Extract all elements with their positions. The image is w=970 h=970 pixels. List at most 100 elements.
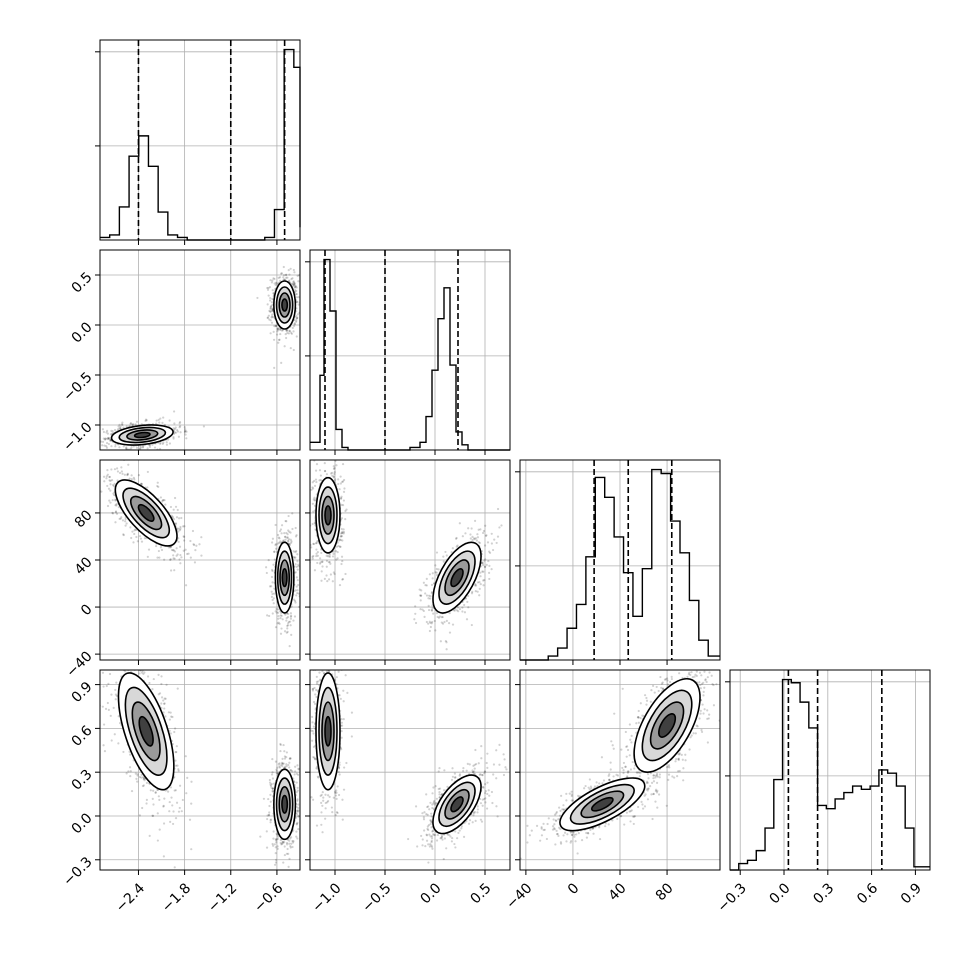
scatter-point (104, 707, 108, 710)
scatter-point (183, 429, 187, 433)
scatter-point (143, 779, 146, 782)
scatter-point (276, 847, 279, 851)
scatter-point (168, 810, 171, 813)
scatter-point (124, 517, 127, 521)
scatter-point (142, 777, 145, 781)
scatter-point (296, 837, 299, 840)
scatter-point (131, 657, 133, 659)
scatter-point (137, 474, 141, 477)
scatter-point (145, 419, 148, 422)
scatter-point (183, 431, 187, 434)
scatter-point (269, 296, 272, 300)
scatter-point (292, 283, 295, 286)
scatter-point (339, 496, 343, 500)
scatter-point (162, 416, 165, 419)
scatter-point (292, 840, 295, 843)
scatter-point (151, 661, 153, 663)
scatter-point (120, 466, 123, 469)
scatter-point (293, 281, 296, 285)
scatter-point (194, 549, 197, 552)
scatter-point (119, 517, 122, 520)
scatter-point (109, 439, 112, 442)
scatter-point (289, 267, 292, 270)
scatter-point (269, 305, 273, 308)
scatter-point (316, 551, 319, 554)
scatter-point (343, 487, 346, 490)
scatter-point (332, 476, 335, 479)
scatter-point (272, 830, 275, 833)
scatter-point (145, 781, 149, 785)
scatter-point (109, 501, 112, 504)
scatter-point (105, 477, 108, 480)
scatter-point (126, 472, 129, 475)
scatter-point (272, 602, 275, 605)
scatter-point (331, 555, 335, 558)
scatter-point (178, 426, 181, 429)
scatter-point (130, 623, 132, 625)
scatter-point (113, 428, 117, 432)
scatter-point (271, 316, 275, 319)
scatter-point (101, 671, 105, 674)
scatter-point (266, 614, 269, 617)
scatter-point (297, 803, 300, 806)
scatter-point (162, 822, 166, 825)
scatter-point (101, 428, 105, 431)
scatter-point (281, 618, 284, 621)
scatter-point (326, 442, 328, 444)
scatter-point (176, 687, 179, 690)
scatter-point (143, 666, 145, 668)
scatter-point (125, 772, 128, 775)
scatter-point (290, 836, 293, 839)
scatter-point (275, 771, 278, 775)
scatter-point (135, 420, 139, 423)
scatter-point (138, 775, 141, 779)
scatter-point (290, 282, 293, 285)
scatter-point (160, 682, 163, 686)
scatter-point (109, 433, 112, 436)
scatter-point (342, 528, 345, 531)
scatter-point (124, 520, 127, 523)
scatter-point (307, 507, 309, 509)
scatter-point (114, 443, 117, 446)
scatter-point (296, 799, 299, 802)
scatter-point (296, 568, 299, 571)
scatter-point (125, 425, 128, 428)
scatter-point (288, 761, 291, 764)
scatter-point (162, 441, 165, 444)
scatter-point (286, 536, 289, 539)
scatter-point (134, 528, 137, 531)
scatter-point (118, 426, 121, 430)
scatter-point (290, 331, 293, 334)
scatter-point (280, 272, 284, 275)
scatter-point (275, 858, 278, 862)
scatter-point (271, 581, 274, 584)
scatter-point (126, 473, 129, 477)
scatter-point (94, 440, 96, 442)
scatter-point (193, 543, 196, 547)
scatter-point (297, 563, 300, 566)
scatter-point (291, 839, 294, 843)
scatter-point (279, 328, 282, 331)
scatter-point (278, 765, 281, 768)
y-tick-label: −0.5 (60, 369, 95, 404)
scatter-point (120, 516, 123, 519)
scatter-point (274, 324, 278, 328)
scatter-point (272, 597, 275, 600)
scatter-point (110, 739, 113, 742)
scatter-point (162, 855, 165, 858)
scatter-point (288, 842, 291, 845)
axes-frame (99, 249, 301, 451)
scatter-point (289, 845, 292, 848)
scatter-point (275, 282, 278, 285)
scatter-point (175, 745, 178, 748)
scatter-point (142, 784, 145, 787)
scatter-point (293, 282, 296, 285)
scatter-point (130, 651, 132, 653)
scatter-point (151, 443, 154, 446)
scatter-point (111, 511, 114, 514)
scatter-point (301, 573, 303, 575)
scatter-point (148, 834, 151, 838)
scatter-point (88, 496, 90, 498)
scatter-point (314, 469, 318, 472)
scatter-point (276, 837, 280, 841)
